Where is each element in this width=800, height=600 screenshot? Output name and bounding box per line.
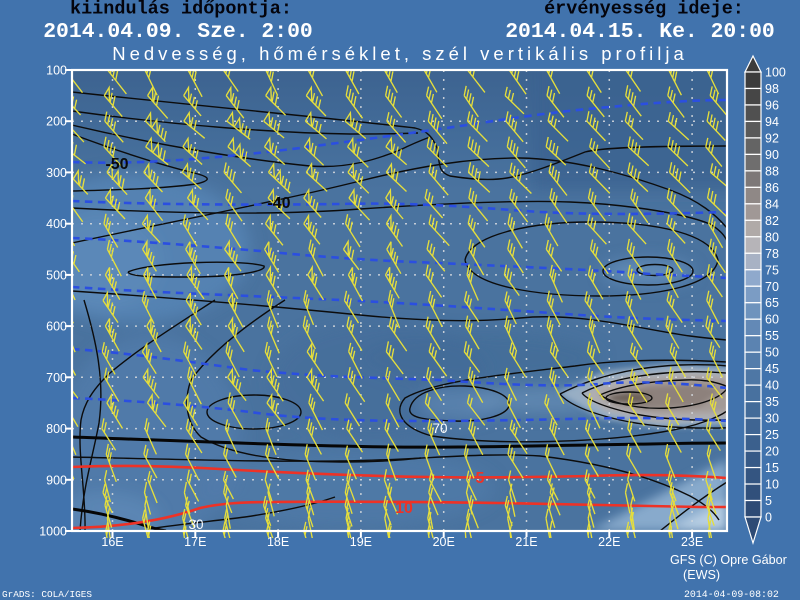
svg-text:30: 30 (765, 412, 779, 426)
svg-text:25: 25 (765, 428, 779, 442)
svg-text:kiindulás időpontja:: kiindulás időpontja: (70, 0, 292, 20)
svg-text:78: 78 (765, 247, 779, 261)
svg-text:100: 100 (765, 66, 786, 80)
svg-text:21E: 21E (515, 535, 537, 549)
svg-text:-40: -40 (267, 195, 290, 212)
svg-text:10: 10 (765, 478, 779, 492)
svg-text:86: 86 (765, 181, 779, 195)
svg-text:20: 20 (765, 445, 779, 459)
svg-text:65: 65 (765, 296, 779, 310)
svg-text:700: 700 (46, 371, 67, 385)
svg-text:96: 96 (765, 99, 779, 113)
svg-text:10: 10 (395, 500, 413, 517)
svg-text:800: 800 (46, 422, 67, 436)
svg-text:17E: 17E (184, 535, 206, 549)
svg-text:40: 40 (765, 379, 779, 393)
svg-text:18E: 18E (267, 535, 289, 549)
svg-text:2014-04-09-08:02: 2014-04-09-08:02 (684, 589, 779, 600)
svg-text:45: 45 (765, 362, 779, 376)
svg-text:30: 30 (188, 517, 203, 532)
svg-text:84: 84 (765, 197, 779, 211)
svg-text:22E: 22E (598, 535, 620, 549)
svg-text:55: 55 (765, 329, 779, 343)
svg-text:16E: 16E (101, 535, 123, 549)
svg-text:1000: 1000 (39, 525, 67, 539)
svg-text:-50: -50 (105, 156, 128, 173)
svg-text:50: 50 (765, 346, 779, 360)
svg-text:érvényesség ideje:: érvényesség ideje: (544, 0, 744, 20)
svg-text:90: 90 (765, 148, 779, 162)
svg-text:GrADS: COLA/IGES: GrADS: COLA/IGES (2, 589, 92, 600)
svg-text:60: 60 (765, 313, 779, 327)
svg-text:94: 94 (765, 115, 779, 129)
svg-text:100: 100 (46, 64, 67, 78)
svg-text:900: 900 (46, 473, 67, 487)
svg-text:(EWS): (EWS) (683, 568, 720, 582)
svg-text:5: 5 (765, 494, 772, 508)
svg-text:75: 75 (765, 263, 779, 277)
svg-text:300: 300 (46, 166, 67, 180)
svg-text:5: 5 (476, 470, 485, 487)
svg-text:35: 35 (765, 395, 779, 409)
svg-text:20E: 20E (433, 535, 455, 549)
svg-text:2014.04.15. Ke. 20:00: 2014.04.15. Ke. 20:00 (505, 20, 775, 44)
svg-text:15: 15 (765, 461, 779, 475)
svg-text:98: 98 (765, 82, 779, 96)
svg-text:19E: 19E (350, 535, 372, 549)
svg-text:70: 70 (765, 280, 779, 294)
svg-text:80: 80 (765, 230, 779, 244)
svg-text:GFS (C) Opre Gábor: GFS (C) Opre Gábor (670, 553, 787, 567)
svg-text:82: 82 (765, 214, 779, 228)
svg-text:88: 88 (765, 164, 779, 178)
svg-text:70: 70 (432, 421, 447, 436)
svg-text:0: 0 (765, 511, 772, 525)
svg-text:600: 600 (46, 320, 67, 334)
svg-text:500: 500 (46, 268, 67, 282)
svg-text:200: 200 (46, 115, 67, 129)
svg-text:92: 92 (765, 131, 779, 145)
svg-text:400: 400 (46, 217, 67, 231)
svg-text:2014.04.09. Sze. 2:00: 2014.04.09. Sze. 2:00 (43, 20, 313, 44)
svg-text:23E: 23E (681, 535, 703, 549)
svg-text:Nedvesség, hőmérséklet, szél v: Nedvesség, hőmérséklet, szél vertikális … (112, 43, 688, 64)
